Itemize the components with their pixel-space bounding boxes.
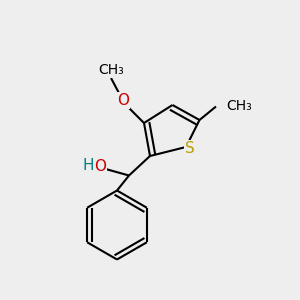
Text: methoxy: methoxy — [110, 71, 116, 73]
Text: O: O — [117, 93, 129, 108]
Text: CH₃: CH₃ — [98, 64, 124, 77]
Text: methoxy: methoxy — [106, 70, 112, 71]
Text: H: H — [83, 158, 94, 173]
Text: O: O — [94, 159, 106, 174]
Text: S: S — [185, 141, 194, 156]
Text: CH₃: CH₃ — [226, 100, 252, 113]
